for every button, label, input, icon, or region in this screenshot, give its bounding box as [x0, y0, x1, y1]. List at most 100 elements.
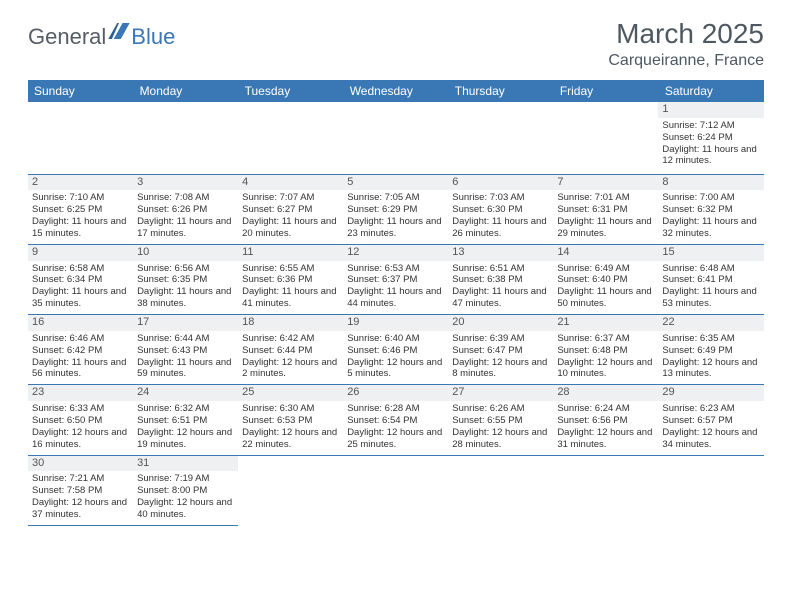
sunrise-text: Sunrise: 6:55 AM — [242, 263, 339, 275]
calendar-cell: 29Sunrise: 6:23 AMSunset: 6:57 PMDayligh… — [658, 385, 763, 455]
calendar-head: SundayMondayTuesdayWednesdayThursdayFrid… — [28, 80, 764, 102]
brand-logo: General Blue — [28, 24, 175, 50]
sunset-text: Sunset: 6:24 PM — [662, 132, 759, 144]
sunset-text: Sunset: 6:56 PM — [557, 415, 654, 427]
sunrise-text: Sunrise: 7:03 AM — [452, 192, 549, 204]
calendar-row: 23Sunrise: 6:33 AMSunset: 6:50 PMDayligh… — [28, 385, 764, 455]
sunrise-text: Sunrise: 7:00 AM — [662, 192, 759, 204]
daylight-text: Daylight: 11 hours and 26 minutes. — [452, 216, 549, 240]
calendar-cell: 25Sunrise: 6:30 AMSunset: 6:53 PMDayligh… — [238, 385, 343, 455]
sunset-text: Sunset: 6:34 PM — [32, 274, 129, 286]
day-number: 29 — [658, 385, 763, 401]
sunset-text: Sunset: 6:35 PM — [137, 274, 234, 286]
day-details: Sunrise: 6:26 AMSunset: 6:55 PMDaylight:… — [452, 403, 549, 451]
calendar-cell: 8Sunrise: 7:00 AMSunset: 6:32 PMDaylight… — [658, 174, 763, 244]
day-details: Sunrise: 6:48 AMSunset: 6:41 PMDaylight:… — [662, 263, 759, 311]
daylight-text: Daylight: 11 hours and 59 minutes. — [137, 357, 234, 381]
sunset-text: Sunset: 6:37 PM — [347, 274, 444, 286]
calendar-cell: 19 Sunrise: 6:40 AMSunset: 6:46 PMDayligh… — [343, 315, 448, 385]
day-details: Sunrise: 6:40 AMSunset: 6:46 PMDaylight:… — [347, 333, 444, 381]
calendar-row: 2Sunrise: 7:10 AMSunset: 6:25 PMDaylight… — [28, 174, 764, 244]
day-number: 4 — [238, 175, 343, 191]
calendar-cell-empty — [343, 455, 448, 525]
sunset-text: Sunset: 6:29 PM — [347, 204, 444, 216]
weekday-header: Tuesday — [238, 80, 343, 102]
sunset-text: Sunset: 8:00 PM — [137, 485, 234, 497]
day-number: 17 — [133, 315, 238, 331]
sunset-text: Sunset: 6:49 PM — [662, 345, 759, 357]
day-number: 30 — [28, 456, 133, 472]
calendar-cell-empty — [238, 455, 343, 525]
calendar-row: 1Sunrise: 7:12 AMSunset: 6:24 PMDaylight… — [28, 102, 764, 174]
calendar-cell: 26Sunrise: 6:28 AMSunset: 6:54 PMDayligh… — [343, 385, 448, 455]
day-details: Sunrise: 7:10 AMSunset: 6:25 PMDaylight:… — [32, 192, 129, 240]
day-details: Sunrise: 6:35 AMSunset: 6:49 PMDaylight:… — [662, 333, 759, 381]
calendar-cell: 5Sunrise: 7:05 AMSunset: 6:29 PMDaylight… — [343, 174, 448, 244]
calendar-row: 16Sunrise: 6:46 AMSunset: 6:42 PMDayligh… — [28, 315, 764, 385]
sunrise-text: Sunrise: 7:08 AM — [137, 192, 234, 204]
sunrise-text: Sunrise: 6:53 AM — [347, 263, 444, 275]
sunrise-text: Sunrise: 6:24 AM — [557, 403, 654, 415]
sunrise-text: Sunrise: 6:42 AM — [242, 333, 339, 345]
location: Carqueiranne, France — [608, 52, 764, 70]
calendar-cell-empty — [28, 102, 133, 174]
daylight-text: Daylight: 11 hours and 20 minutes. — [242, 216, 339, 240]
sunrise-text: Sunrise: 6:49 AM — [557, 263, 654, 275]
sunset-text: Sunset: 6:54 PM — [347, 415, 444, 427]
day-number: 27 — [448, 385, 553, 401]
calendar-cell: 24Sunrise: 6:32 AMSunset: 6:51 PMDayligh… — [133, 385, 238, 455]
day-details: Sunrise: 7:01 AMSunset: 6:31 PMDaylight:… — [557, 192, 654, 240]
calendar-cell: 30Sunrise: 7:21 AMSunset: 7:58 PMDayligh… — [28, 455, 133, 525]
day-number: 10 — [133, 245, 238, 261]
weekday-header: Sunday — [28, 80, 133, 102]
day-details: Sunrise: 6:53 AMSunset: 6:37 PMDaylight:… — [347, 263, 444, 311]
day-details: Sunrise: 6:44 AMSunset: 6:43 PMDaylight:… — [137, 333, 234, 381]
calendar-cell: 1Sunrise: 7:12 AMSunset: 6:24 PMDaylight… — [658, 102, 763, 174]
day-details: Sunrise: 7:03 AMSunset: 6:30 PMDaylight:… — [452, 192, 549, 240]
calendar-row: 9Sunrise: 6:58 AMSunset: 6:34 PMDaylight… — [28, 244, 764, 314]
sunset-text: Sunset: 6:43 PM — [137, 345, 234, 357]
sunrise-text: Sunrise: 6:37 AM — [557, 333, 654, 345]
day-details: Sunrise: 7:19 AMSunset: 8:00 PMDaylight:… — [137, 473, 234, 521]
calendar-cell-empty — [448, 102, 553, 174]
sunset-text: Sunset: 6:42 PM — [32, 345, 129, 357]
calendar-cell-empty — [553, 102, 658, 174]
sunset-text: Sunset: 6:48 PM — [557, 345, 654, 357]
daylight-text: Daylight: 12 hours and 13 minutes. — [662, 357, 759, 381]
weekday-header: Thursday — [448, 80, 553, 102]
sunset-text: Sunset: 6:40 PM — [557, 274, 654, 286]
calendar-cell: 22Sunrise: 6:35 AMSunset: 6:49 PMDayligh… — [658, 315, 763, 385]
sunset-text: Sunset: 6:47 PM — [452, 345, 549, 357]
calendar-row: 30Sunrise: 7:21 AMSunset: 7:58 PMDayligh… — [28, 455, 764, 525]
sunrise-text: Sunrise: 6:30 AM — [242, 403, 339, 415]
calendar-cell: 14Sunrise: 6:49 AMSunset: 6:40 PMDayligh… — [553, 244, 658, 314]
calendar-cell: 3Sunrise: 7:08 AMSunset: 6:26 PMDaylight… — [133, 174, 238, 244]
sunset-text: Sunset: 6:26 PM — [137, 204, 234, 216]
sunset-text: Sunset: 6:53 PM — [242, 415, 339, 427]
day-details: Sunrise: 6:55 AMSunset: 6:36 PMDaylight:… — [242, 263, 339, 311]
day-number: 14 — [553, 245, 658, 261]
sunset-text: Sunset: 6:25 PM — [32, 204, 129, 216]
calendar-cell: 11Sunrise: 6:55 AMSunset: 6:36 PMDayligh… — [238, 244, 343, 314]
sunrise-text: Sunrise: 7:12 AM — [662, 120, 759, 132]
day-details: Sunrise: 6:46 AMSunset: 6:42 PMDaylight:… — [32, 333, 129, 381]
sunrise-text: Sunrise: 6:28 AM — [347, 403, 444, 415]
weekday-header: Saturday — [658, 80, 763, 102]
daylight-text: Daylight: 11 hours and 44 minutes. — [347, 286, 444, 310]
day-number: 26 — [343, 385, 448, 401]
calendar-cell: 10Sunrise: 6:56 AMSunset: 6:35 PMDayligh… — [133, 244, 238, 314]
daylight-text: Daylight: 11 hours and 35 minutes. — [32, 286, 129, 310]
sunrise-text: Sunrise: 6:58 AM — [32, 263, 129, 275]
daylight-text: Daylight: 12 hours and 28 minutes. — [452, 427, 549, 451]
daylight-text: Daylight: 12 hours and 22 minutes. — [242, 427, 339, 451]
calendar-cell-empty — [658, 455, 763, 525]
weekday-row: SundayMondayTuesdayWednesdayThursdayFrid… — [28, 80, 764, 102]
sunrise-text: Sunrise: 7:21 AM — [32, 473, 129, 485]
day-number: 19 — [343, 315, 448, 331]
sunset-text: Sunset: 6:32 PM — [662, 204, 759, 216]
day-details: Sunrise: 6:30 AMSunset: 6:53 PMDaylight:… — [242, 403, 339, 451]
calendar-cell-empty — [238, 102, 343, 174]
day-number: 6 — [448, 175, 553, 191]
day-details: Sunrise: 7:07 AMSunset: 6:27 PMDaylight:… — [242, 192, 339, 240]
sunset-text: Sunset: 6:57 PM — [662, 415, 759, 427]
